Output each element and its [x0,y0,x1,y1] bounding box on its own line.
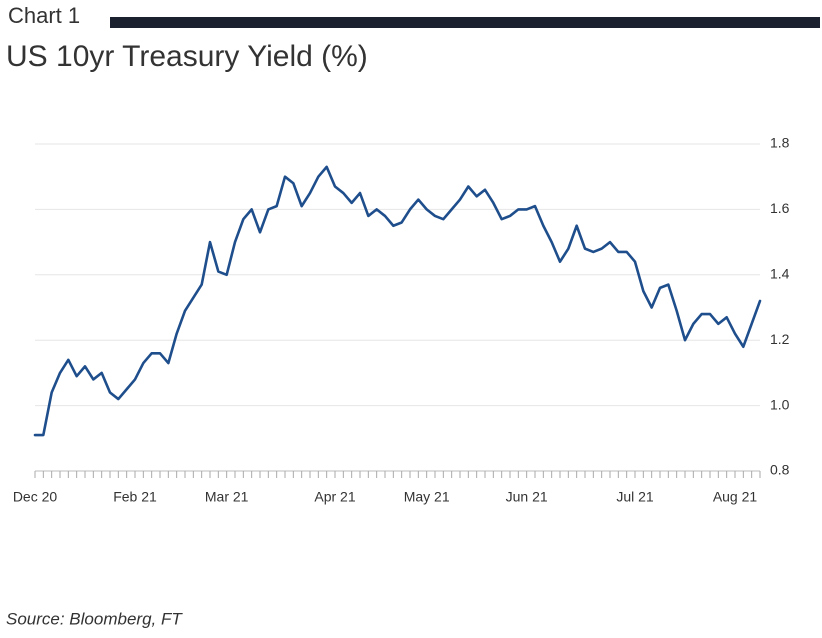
x-tick-label: Mar 21 [205,489,249,505]
y-tick-label: 1.4 [770,266,790,282]
header-bar [110,17,820,28]
x-tick-label: Aug 21 [713,489,758,505]
y-tick-label: 1.6 [770,200,790,216]
x-tick-label: Dec 20 [13,489,58,505]
line-series [33,165,762,437]
x-tick-label: Jun 21 [506,489,548,505]
y-tick-label: 1.8 [770,135,790,151]
x-tick-label: May 21 [404,489,450,505]
chart-title: US 10yr Treasury Yield (%) [6,40,368,73]
x-tick-label: Jul 21 [616,489,654,505]
y-tick-label: 0.8 [770,462,790,478]
y-tick-label: 1.2 [770,331,790,347]
chart-label: Chart 1 [8,3,80,28]
y-tick-label: 1.0 [770,396,790,412]
x-tick-label: Feb 21 [113,489,157,505]
source: Source: Bloomberg, FT [6,609,183,628]
x-tick-label: Apr 21 [314,489,355,505]
